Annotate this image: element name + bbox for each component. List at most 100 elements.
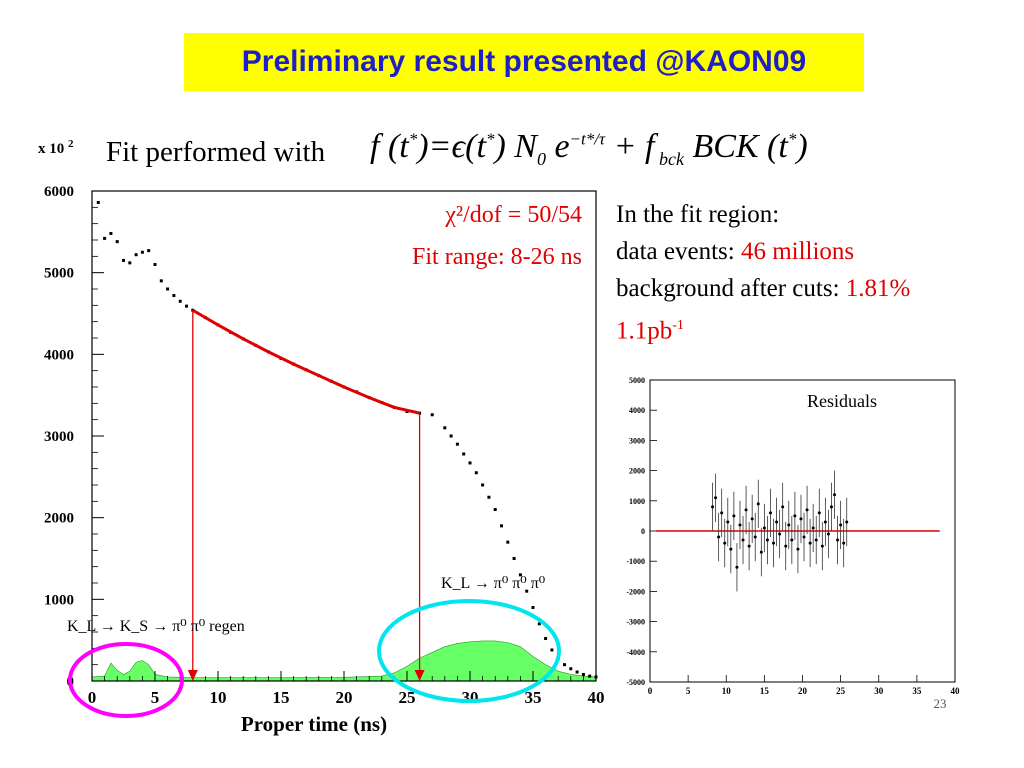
- data-point: [418, 411, 422, 415]
- data-point: [178, 299, 182, 303]
- residual-point: [732, 514, 736, 518]
- y-tick-label: 0: [67, 674, 75, 690]
- data-point: [96, 200, 100, 204]
- res-y-tick-label: 5000: [629, 376, 645, 385]
- data-point: [581, 672, 585, 676]
- chi2-label: χ²/dof = 50/54: [444, 202, 582, 228]
- data-point: [569, 667, 573, 671]
- res-x-tick-label: 25: [836, 686, 846, 696]
- x-tick-label: 40: [588, 688, 605, 707]
- data-point: [241, 337, 245, 341]
- residual-point: [735, 565, 739, 569]
- data-point: [462, 452, 466, 456]
- regen-highlight-circle: [68, 642, 184, 718]
- x-tick-label: 10: [210, 688, 227, 707]
- residual-point: [781, 505, 785, 509]
- data-point: [304, 368, 308, 372]
- data-point: [185, 304, 188, 308]
- res-x-tick-label: 0: [648, 686, 653, 696]
- page-number-fragment: 23: [934, 696, 947, 711]
- residual-point: [762, 526, 766, 530]
- residual-point: [759, 550, 763, 554]
- residual-point: [756, 502, 760, 506]
- y-scale-label: x 10 2: [38, 138, 74, 157]
- data-point: [342, 385, 346, 389]
- x-tick-label: 20: [336, 688, 353, 707]
- res-x-tick-label: 30: [874, 686, 884, 696]
- data-point: [153, 263, 157, 266]
- decay-highlight-circle: [377, 599, 561, 703]
- res-x-tick-label: 5: [686, 686, 691, 696]
- residual-point: [802, 535, 806, 539]
- residual-point: [826, 532, 830, 536]
- residual-point: [787, 523, 791, 527]
- residual-point: [741, 538, 745, 542]
- residual-point: [738, 523, 742, 527]
- data-point: [166, 287, 170, 291]
- residual-point: [829, 505, 833, 509]
- y-tick-label: 2000: [44, 511, 74, 527]
- data-point: [506, 540, 510, 544]
- y-tick-label: 1000: [44, 592, 74, 608]
- regen-label: K_L → K_S → π⁰ π⁰ regen: [67, 618, 245, 635]
- data-point: [292, 362, 296, 366]
- residual-point: [778, 532, 782, 536]
- residual-point: [823, 520, 827, 524]
- fit-info: In the fit region: data events: 46 milli…: [616, 196, 910, 349]
- res-x-tick-label: 10: [722, 686, 732, 696]
- res-x-tick-label: 15: [760, 686, 770, 696]
- main-plot-frame: [91, 190, 597, 682]
- residual-point: [790, 538, 794, 542]
- x-tick-label: 5: [151, 688, 160, 707]
- fit-formula: f (t*)=ϵ(t*) N0 e−t*/τ + f bck BCK (t*): [370, 128, 808, 169]
- fit-range-label: Fit range: 8-26 ns: [412, 244, 582, 270]
- residual-point: [711, 505, 715, 509]
- residual-point: [833, 493, 837, 497]
- y-tick-label: 3000: [44, 429, 74, 445]
- info-line-4: 1.1pb-1: [616, 317, 684, 345]
- residual-point: [753, 535, 757, 539]
- residual-point: [793, 514, 797, 518]
- data-point: [134, 253, 138, 257]
- data-point: [317, 374, 321, 378]
- data-point: [266, 350, 270, 354]
- res-y-tick-label: -3000: [626, 618, 645, 627]
- x-axis-label: Proper time (ns): [241, 712, 387, 736]
- data-point: [159, 279, 163, 283]
- info-line-1: In the fit region:: [616, 201, 780, 228]
- data-point: [544, 637, 548, 641]
- x-tick-label: 15: [273, 688, 290, 707]
- res-y-tick-label: -2000: [626, 587, 645, 596]
- res-y-tick-label: -4000: [626, 648, 645, 657]
- data-point: [481, 483, 485, 487]
- data-point: [588, 674, 592, 678]
- res-y-tick-label: 1000: [629, 497, 645, 506]
- residual-point: [747, 544, 751, 548]
- residual-point: [726, 520, 730, 524]
- info-line-2: data events: 46 millions: [616, 238, 855, 265]
- data-point: [329, 379, 333, 383]
- data-point: [525, 589, 529, 593]
- res-y-tick-label: 0: [641, 527, 645, 536]
- residual-point: [720, 511, 724, 515]
- data-point: [575, 670, 579, 674]
- residual-point: [723, 541, 727, 545]
- data-point: [203, 316, 207, 320]
- fit-range-arrowhead: [187, 670, 198, 681]
- residual-point: [765, 538, 769, 542]
- background-area: [91, 640, 597, 682]
- data-point: [380, 401, 384, 405]
- data-point: [115, 240, 119, 244]
- res-y-tick-label: -5000: [626, 678, 645, 687]
- data-point: [493, 508, 497, 511]
- data-point: [594, 675, 598, 679]
- fit-description: Fit performed with: [106, 136, 326, 168]
- residual-point: [836, 538, 840, 542]
- x-tick-label: 25: [399, 688, 416, 707]
- data-point: [229, 330, 233, 334]
- residual-point: [796, 547, 800, 551]
- residual-point: [808, 541, 812, 545]
- residual-point: [839, 523, 843, 527]
- res-x-tick-label: 40: [951, 686, 961, 696]
- data-point: [512, 557, 516, 560]
